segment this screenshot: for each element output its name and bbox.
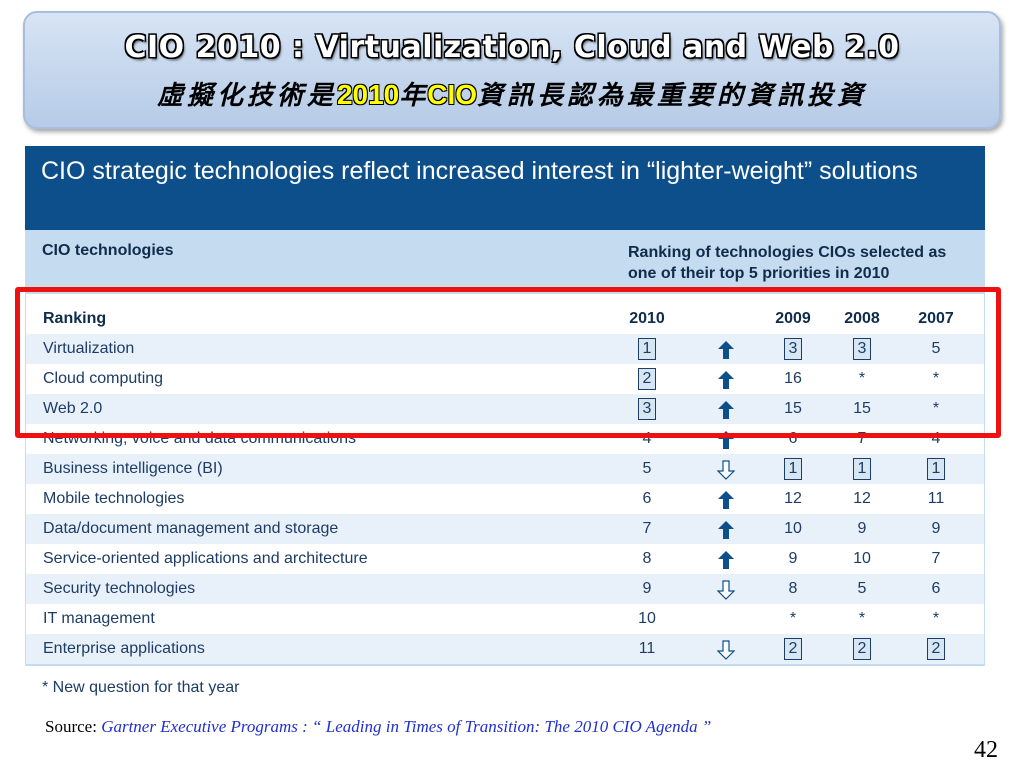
table-row: Virtualization 1 3 3 5 xyxy=(26,334,984,364)
rank-2010-cell: 1 xyxy=(638,338,656,360)
technology-name: Service-oriented applications and archit… xyxy=(43,550,368,567)
table-row: Service-oriented applications and archit… xyxy=(26,544,984,574)
rank-2010-cell: 4 xyxy=(642,430,652,447)
header-2007: 2007 xyxy=(918,310,954,327)
rank-2009-cell: 6 xyxy=(788,430,798,447)
rank-2008-cell: 1 xyxy=(853,458,871,480)
rank-2007-cell: 11 xyxy=(927,490,945,507)
rank-2007-cell: * xyxy=(932,610,940,627)
header-ranking: Ranking xyxy=(43,310,107,327)
page-number: 42 xyxy=(974,737,998,763)
rank-2010-cell: 8 xyxy=(642,550,652,567)
arrow-up-icon xyxy=(717,550,735,570)
table-row: IT management 10 * * * xyxy=(26,604,984,634)
technology-name: Security technologies xyxy=(43,580,196,597)
rank-2010-cell: 2 xyxy=(638,368,656,390)
table-row: Business intelligence (BI) 5 1 1 1 xyxy=(26,454,984,484)
footnote: * New question for that year xyxy=(42,679,240,696)
header-2008: 2008 xyxy=(844,310,880,327)
rank-2009-cell: 15 xyxy=(784,400,802,417)
rank-2009-cell: 9 xyxy=(788,550,798,567)
rank-2010-cell: 11 xyxy=(638,640,656,657)
source-label: Source: xyxy=(45,717,97,736)
rank-2008-cell: 10 xyxy=(853,550,871,567)
rank-2008-cell: * xyxy=(858,610,866,627)
rank-2008-cell: 7 xyxy=(857,430,867,447)
rank-2009-cell: 1 xyxy=(784,458,802,480)
rank-2009-cell: 12 xyxy=(784,490,802,507)
subtitle-text-2: 年 xyxy=(399,81,428,111)
subtitle-year: 2010 xyxy=(336,79,400,110)
rank-2008-cell: 9 xyxy=(857,520,867,537)
figure-header: CIO strategic technologies reflect incre… xyxy=(25,146,985,230)
rank-2009-cell: 16 xyxy=(784,370,802,387)
rank-2010-cell: 6 xyxy=(642,490,652,507)
table-row: Web 2.0 3 15 15 * xyxy=(26,394,984,424)
arrow-up-icon xyxy=(717,520,735,540)
subtitle-text-3: 資訊長認為最重要的資訊投資 xyxy=(477,81,868,111)
column-header-bar: CIO technologies Ranking of technologies… xyxy=(25,230,985,294)
header-2009: 2009 xyxy=(775,310,811,327)
table-row: Data/document management and storage 7 10 9… xyxy=(26,514,984,544)
arrow-down-icon xyxy=(716,460,736,480)
arrow-up-icon xyxy=(717,370,735,390)
table-row: Cloud computing 2 16 * * xyxy=(26,364,984,394)
technology-name: Cloud computing xyxy=(43,370,164,387)
arrow-down-icon xyxy=(716,640,736,660)
header-2010: 2010 xyxy=(629,310,665,327)
source-citation: Gartner Executive Programs : “ Leading i… xyxy=(101,717,712,736)
col-header-technologies: CIO technologies xyxy=(42,242,174,259)
rank-2009-cell: 3 xyxy=(784,338,802,360)
slide-title-box: CIO 2010 : Virtualization, Cloud and Web… xyxy=(23,11,1001,129)
subtitle-text-1: 虛擬化技術是 xyxy=(156,81,337,111)
rank-2007-cell: 4 xyxy=(931,430,941,447)
rank-2008-cell: 5 xyxy=(857,580,867,597)
arrow-up-icon xyxy=(717,340,735,360)
technology-name: Mobile technologies xyxy=(43,490,185,507)
rank-2007-cell: 9 xyxy=(931,520,941,537)
rank-2009-cell: 2 xyxy=(784,638,802,660)
arrow-up-icon xyxy=(717,400,735,420)
rank-2007-cell: * xyxy=(932,370,940,387)
rank-2009-cell: 8 xyxy=(788,580,798,597)
table-row: Security technologies 9 8 5 6 xyxy=(26,574,984,604)
rank-2007-cell: * xyxy=(932,400,940,417)
technology-name: IT management xyxy=(43,610,155,627)
table-row: Enterprise applications 11 2 2 2 xyxy=(26,634,984,664)
rank-2008-cell: 12 xyxy=(853,490,871,507)
rank-2008-cell: 15 xyxy=(853,400,871,417)
table-header-row: Ranking 2010 2009 2008 2007 xyxy=(26,304,984,334)
rank-2007-cell: 2 xyxy=(927,638,945,660)
highlight-box xyxy=(15,287,1001,438)
rank-2008-cell: 2 xyxy=(853,638,871,660)
rank-2007-cell: 7 xyxy=(931,550,941,567)
rank-2010-cell: 3 xyxy=(638,398,656,420)
technology-name: Virtualization xyxy=(43,340,135,357)
slide-subtitle: 虛擬化技術是2010年CIO資訊長認為最重要的資訊投資 xyxy=(25,75,999,112)
rank-2010-cell: 7 xyxy=(642,520,652,537)
rank-2008-cell: 3 xyxy=(853,338,871,360)
technology-name: Enterprise applications xyxy=(43,640,205,657)
rank-2007-cell: 1 xyxy=(927,458,945,480)
technology-name: Web 2.0 xyxy=(43,400,103,417)
rank-2008-cell: * xyxy=(858,370,866,387)
rank-2010-cell: 10 xyxy=(638,610,656,627)
arrow-down-icon xyxy=(716,580,736,600)
rank-2010-cell: 9 xyxy=(642,580,652,597)
technology-name: Business intelligence (BI) xyxy=(43,460,223,477)
rank-2007-cell: 6 xyxy=(931,580,941,597)
technology-name: Data/document management and storage xyxy=(43,520,339,537)
source-line: Source: Gartner Executive Programs : “ L… xyxy=(45,717,711,737)
rank-2010-cell: 5 xyxy=(642,460,652,477)
rank-2007-cell: 5 xyxy=(931,340,941,357)
rank-2009-cell: 10 xyxy=(784,520,802,537)
table-row: Mobile technologies 6 12 12 11 xyxy=(26,484,984,514)
slide-title: CIO 2010 : Virtualization, Cloud and Web… xyxy=(124,30,900,65)
arrow-up-icon xyxy=(717,490,735,510)
rank-2009-cell: * xyxy=(789,610,797,627)
col-header-ranking: Ranking of technologies CIOs selected as… xyxy=(628,244,947,282)
subtitle-cio: CIO xyxy=(427,79,478,110)
